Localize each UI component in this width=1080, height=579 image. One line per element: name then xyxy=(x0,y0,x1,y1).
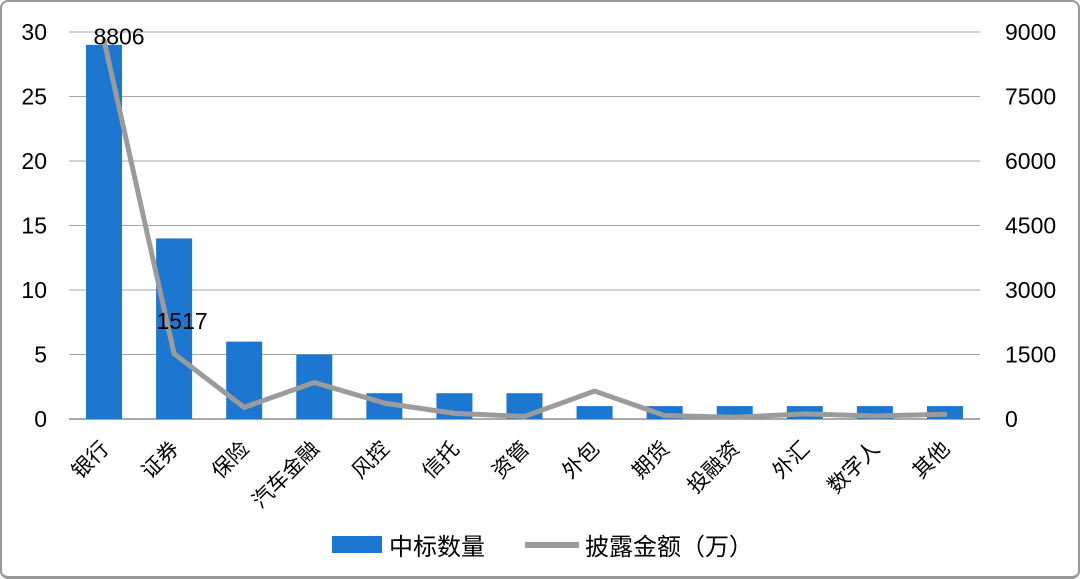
bar xyxy=(86,44,123,420)
category-label: 外包 xyxy=(558,437,604,483)
left-axis-tick-label: 15 xyxy=(21,213,47,239)
category-label: 其他 xyxy=(909,437,955,483)
category-label: 信托 xyxy=(418,437,464,483)
left-axis-tick-label: 5 xyxy=(34,342,47,368)
left-axis-tick-label: 25 xyxy=(21,84,47,110)
left-axis-tick-label: 20 xyxy=(21,148,47,174)
category-label: 资管 xyxy=(488,437,534,483)
legend-line-label: 披露金额（万） xyxy=(585,534,753,561)
category-label: 投融资 xyxy=(683,437,744,498)
legend-bar-label: 中标数量 xyxy=(389,534,485,561)
left-axis-tick-label: 0 xyxy=(34,406,47,432)
right-axis-tick-label: 1500 xyxy=(1005,342,1056,368)
data-label: 1517 xyxy=(157,308,208,334)
right-axis-tick-label: 7500 xyxy=(1005,84,1056,110)
right-axis-tick-label: 6000 xyxy=(1005,148,1056,174)
left-axis-tick-label: 30 xyxy=(21,19,47,45)
category-label: 保险 xyxy=(208,437,254,483)
bar xyxy=(576,406,613,419)
category-label: 证券 xyxy=(138,437,184,483)
category-label: 期货 xyxy=(628,437,674,483)
data-label: 8806 xyxy=(93,23,144,49)
right-axis-tick-label: 3000 xyxy=(1005,277,1056,303)
category-label: 风控 xyxy=(348,437,394,483)
category-label: 银行 xyxy=(68,437,114,483)
right-axis-tick-label: 0 xyxy=(1005,406,1018,432)
bar xyxy=(156,238,193,419)
legend: 中标数量 披露金额（万） xyxy=(332,534,753,561)
category-label: 数字人 xyxy=(824,437,885,498)
right-axis-tick-label: 4500 xyxy=(1005,213,1056,239)
amount-line xyxy=(101,37,948,420)
right-axis-tick-label: 9000 xyxy=(1005,19,1056,45)
category-label: 汽车金融 xyxy=(248,437,324,513)
category-label: 外汇 xyxy=(768,437,814,483)
left-axis-tick-label: 10 xyxy=(21,277,47,303)
legend-bar-swatch xyxy=(332,536,382,553)
